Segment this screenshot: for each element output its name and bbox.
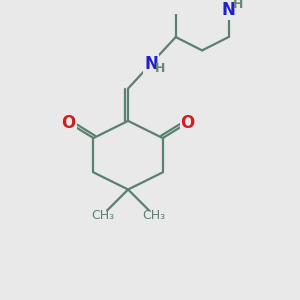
Text: CH₃: CH₃ — [142, 209, 165, 222]
Text: H: H — [233, 0, 243, 11]
Text: O: O — [61, 114, 76, 132]
Text: N: N — [222, 2, 236, 20]
Text: H: H — [155, 62, 166, 75]
Text: CH₃: CH₃ — [91, 209, 114, 222]
Text: N: N — [144, 55, 158, 73]
Text: O: O — [180, 114, 195, 132]
